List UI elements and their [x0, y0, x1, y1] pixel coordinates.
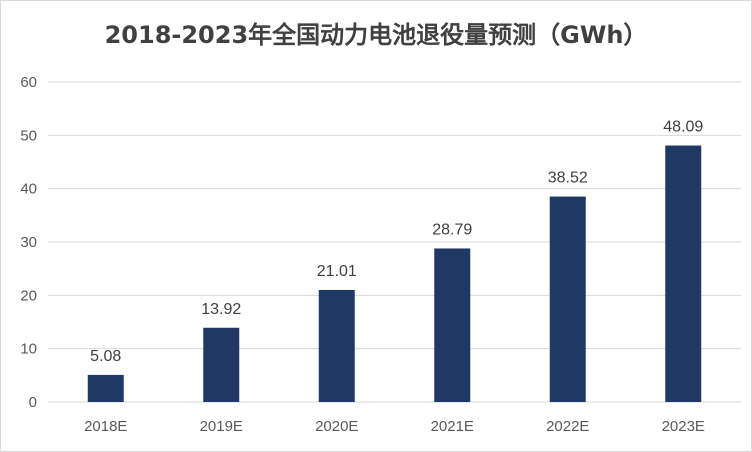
bar	[665, 145, 702, 402]
data-label: 21.01	[317, 263, 357, 280]
y-tick-label: 50	[20, 127, 37, 144]
y-tick-label: 30	[20, 234, 37, 251]
y-tick-label: 10	[20, 341, 37, 358]
bar	[87, 374, 124, 402]
y-tick-label: 60	[20, 74, 37, 91]
gridlines	[48, 81, 741, 403]
bar	[318, 289, 355, 402]
bar	[203, 327, 240, 402]
x-category-label: 2021E	[431, 418, 474, 435]
bar	[434, 248, 471, 402]
x-category-label: 2020E	[315, 418, 358, 435]
x-axis-categories: 2018E 2019E 2020E 2021E 2022E 2023E	[84, 418, 705, 435]
data-label: 48.09	[663, 119, 703, 136]
bar	[549, 196, 586, 402]
y-tick-label: 40	[20, 181, 37, 198]
y-tick-label: 20	[20, 287, 37, 304]
x-category-label: 2018E	[84, 418, 127, 435]
x-category-label: 2023E	[662, 418, 705, 435]
x-category-label: 2019E	[200, 418, 243, 435]
data-label: 28.79	[432, 221, 472, 238]
data-labels: 5.08 13.92 21.01 28.79 38.52 48.09	[90, 119, 703, 365]
x-category-label: 2022E	[546, 418, 589, 435]
data-label: 13.92	[201, 301, 241, 318]
data-label: 38.52	[548, 170, 588, 187]
y-tick-label: 0	[29, 394, 37, 411]
y-axis-ticks: 0 10 20 30 40 50 60	[20, 74, 37, 411]
bars	[87, 145, 702, 402]
chart-title: 2018-2023年全国动力电池退役量预测（GWh）	[104, 21, 648, 49]
data-label: 5.08	[90, 348, 121, 365]
